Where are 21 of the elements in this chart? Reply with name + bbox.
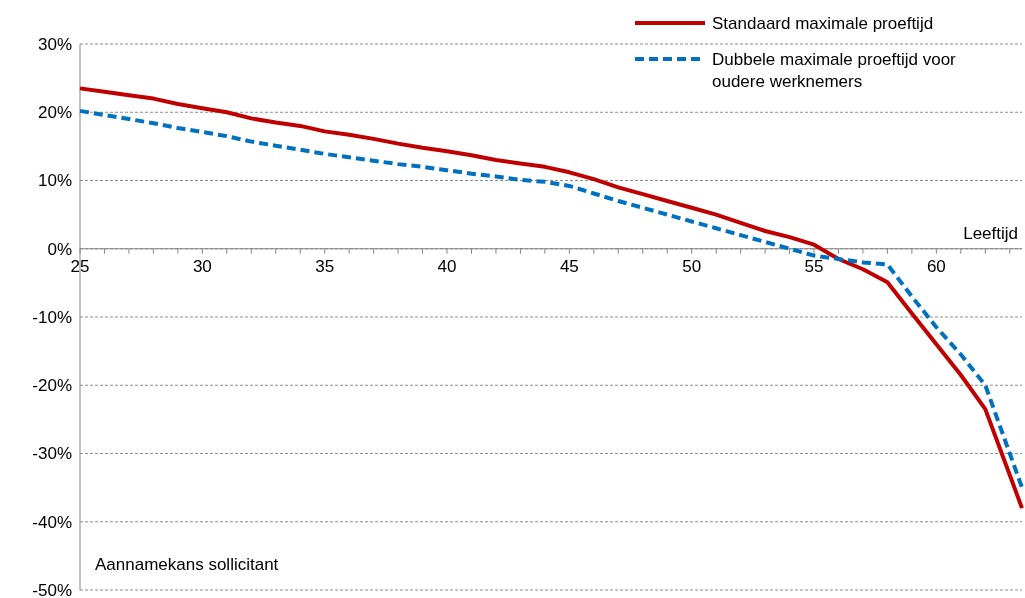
x-tick-label: 60: [926, 256, 946, 276]
legend-label: Dubbele maximale proeftijd voor oudere werknemers: [712, 49, 957, 91]
x-tick-label: 55: [804, 256, 824, 276]
y-tick-label: -40%: [32, 512, 72, 532]
legend-label: Standaard maximale proeftijd: [712, 13, 934, 33]
y-axis-title: Aannamekans sollicitant: [95, 555, 279, 574]
x-tick-label: 30: [192, 256, 212, 276]
y-tick-label: -10%: [32, 307, 72, 327]
y-tick-label: 30%: [37, 34, 72, 54]
x-tick-label: 50: [682, 256, 702, 276]
x-tick-label: 40: [437, 256, 457, 276]
y-tick-label: -50%: [32, 580, 72, 598]
x-tick-label: 25: [70, 256, 90, 276]
y-tick-label: 0%: [47, 239, 72, 259]
x-axis-title: Leeftijd: [963, 223, 1018, 243]
x-tick-label: 35: [315, 256, 335, 276]
y-tick-label: -20%: [32, 376, 72, 396]
x-tick-label: 45: [559, 256, 579, 276]
y-tick-label: 10%: [37, 171, 72, 191]
y-tick-label: -30%: [32, 444, 72, 464]
y-tick-label: 20%: [37, 103, 72, 123]
